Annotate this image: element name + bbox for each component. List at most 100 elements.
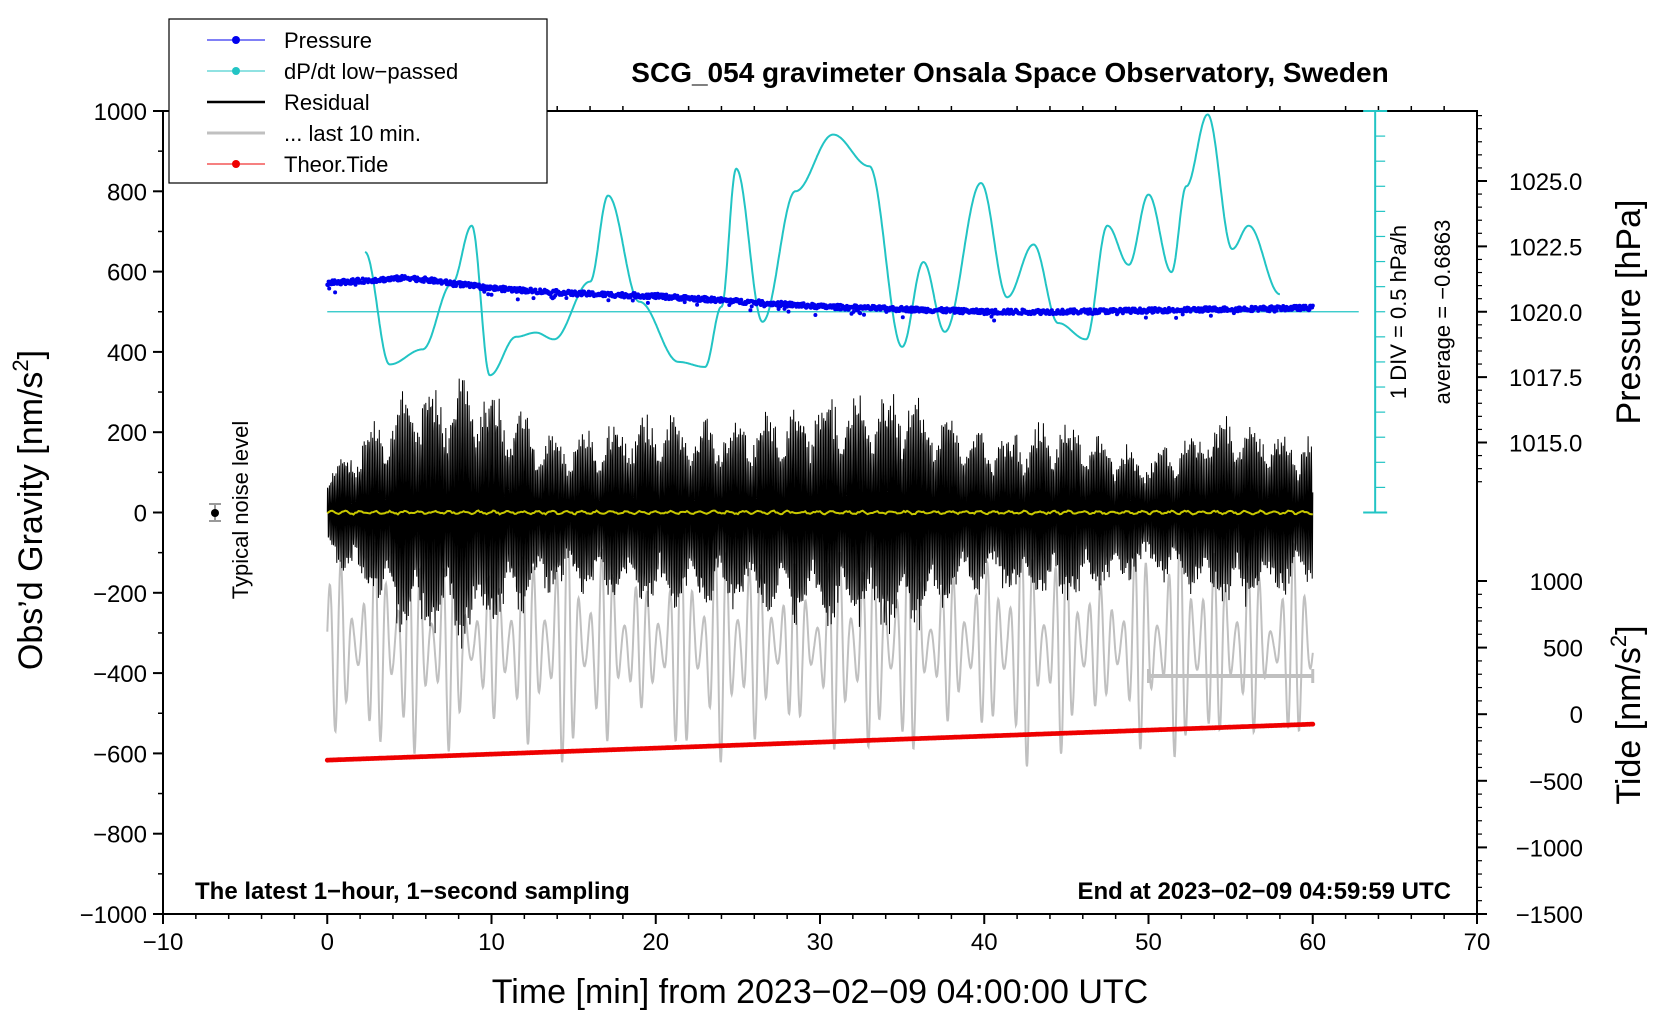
x-tick-label: 10	[478, 929, 505, 956]
div-label: 1 DIV = 0.5 hPa/h	[1386, 225, 1411, 399]
average-label: average = −0.6863	[1430, 220, 1455, 405]
tide-axis-label-end: ]	[1610, 625, 1648, 634]
legend-label-dpdt: dP/dt low−passed	[284, 59, 458, 84]
div-scale-bar	[1363, 110, 1388, 514]
pressure-point	[327, 286, 332, 291]
y-tick-label: 1000	[94, 99, 147, 126]
tide-tick-label: 0	[1570, 702, 1583, 729]
series-residual-filtered	[326, 509, 1313, 516]
pressure-point	[1310, 303, 1315, 308]
pressure-point	[992, 318, 997, 323]
pressure-point	[739, 297, 744, 302]
legend: Pressure dP/dt low−passed Residual ... l…	[168, 18, 548, 184]
pressure-point	[776, 300, 780, 305]
pressure-point	[489, 292, 494, 297]
legend-label-tide: Theor.Tide	[284, 152, 388, 177]
end-time-note: End at 2023−02−09 04:59:59 UTC	[1077, 878, 1451, 905]
pressure-axis-ticks: 1025.0 1022.5 1020.0 1017.5 1015.0	[1477, 115, 1582, 483]
pressure-point	[1174, 315, 1179, 320]
pressure-tick-label: 1017.5	[1509, 365, 1582, 392]
tide-tick-label: −1000	[1516, 835, 1583, 862]
legend-marker-pressure	[232, 36, 240, 44]
y-axis-label-left-main: Obs’d Gravity [nm/s	[12, 372, 50, 671]
pressure-point	[682, 300, 687, 305]
y-tick-label: 600	[107, 260, 147, 287]
chart-title: SCG_054 gravimeter Onsala Space Observat…	[631, 57, 1388, 88]
legend-label-last10: ... last 10 min.	[284, 121, 421, 146]
pressure-point	[553, 293, 558, 298]
pressure-tick-label: 1020.0	[1509, 300, 1582, 327]
pressure-point	[533, 287, 538, 292]
y-tick-label: 800	[107, 179, 147, 206]
x-axis-ticks: −10 0 10 20 30 40 50 60 70	[143, 106, 1490, 956]
tide-tick-label: −500	[1529, 769, 1583, 796]
x-axis-label: Time [min] from 2023−02−09 04:00:00 UTC	[492, 973, 1148, 1011]
x-tick-label: 60	[1299, 929, 1326, 956]
tide-point	[1310, 721, 1316, 727]
pressure-tick-label: 1015.0	[1509, 431, 1582, 458]
series-tide	[324, 721, 1316, 763]
x-tick-label: 40	[971, 929, 998, 956]
pressure-point	[858, 311, 863, 316]
y-tick-label: −200	[93, 581, 147, 608]
series-layer	[324, 113, 1359, 767]
pressure-point	[851, 309, 856, 314]
pressure-point	[749, 304, 754, 309]
legend-item-pressure: Pressure	[207, 28, 372, 53]
pressure-point	[1208, 313, 1213, 318]
pressure-point	[515, 297, 520, 302]
pressure-point	[1274, 308, 1279, 313]
pressure-tick-label: 1022.5	[1509, 234, 1582, 261]
y-tick-label: −400	[93, 661, 147, 688]
y-axis-label-left: Obs’d Gravity [nm/s2]	[8, 350, 50, 670]
noise-errorbar	[209, 503, 221, 522]
legend-item-last10: ... last 10 min.	[207, 121, 421, 146]
pressure-point	[531, 296, 536, 301]
legend-item-dpdt: dP/dt low−passed	[207, 59, 458, 84]
series-pressure	[325, 273, 1315, 323]
tide-axis-label-main: Tide [nm/s	[1610, 647, 1648, 804]
x-tick-label: 30	[807, 929, 834, 956]
tide-axis-ticks: 1000 500 0 −500 −1000 −1500	[1477, 569, 1583, 929]
legend-label-pressure: Pressure	[284, 28, 372, 53]
legend-marker-dpdt	[232, 67, 240, 75]
y-tick-label: 400	[107, 340, 147, 367]
pressure-point	[862, 312, 866, 317]
tide-axis-label-sup: 2	[1606, 635, 1631, 647]
pressure-axis-label: Pressure [hPa]	[1610, 200, 1648, 425]
sampling-note: The latest 1−hour, 1−second sampling	[195, 878, 630, 905]
y-tick-label: 200	[107, 420, 147, 447]
x-tick-label: 50	[1135, 929, 1162, 956]
legend-marker-tide	[232, 160, 240, 168]
pressure-point	[482, 289, 487, 294]
y-tick-label: −600	[93, 741, 147, 768]
legend-label-residual: Residual	[284, 90, 370, 115]
y-axis-label-left-end: ]	[12, 350, 50, 359]
legend-item-tide: Theor.Tide	[207, 152, 388, 177]
legend-item-residual: Residual	[207, 90, 370, 115]
y-tick-label: −1000	[80, 902, 147, 929]
pressure-point	[606, 298, 611, 303]
pressure-point	[509, 285, 514, 290]
noise-level-label: Typical noise level	[228, 421, 253, 600]
y-axis-label-left-sup: 2	[8, 359, 33, 371]
pressure-point	[564, 296, 569, 300]
pressure-point	[353, 282, 358, 287]
pressure-point	[695, 302, 700, 307]
pressure-point	[645, 300, 650, 305]
pressure-point	[1180, 312, 1185, 317]
tide-tick-label: −1500	[1516, 902, 1583, 929]
y-axis-ticks: 1000 800 600 400 200 0 −200 −400 −600 −800 −1000	[80, 99, 163, 929]
pressure-point	[813, 313, 818, 317]
pressure-point	[333, 290, 338, 295]
pressure-point	[630, 298, 635, 303]
pressure-point	[782, 306, 787, 311]
pressure-point	[1143, 315, 1148, 320]
tide-tick-label: 1000	[1530, 569, 1583, 596]
y-tick-label: −800	[93, 822, 147, 849]
x-tick-label: 20	[642, 929, 669, 956]
pressure-point	[786, 309, 791, 314]
series-residual-line	[326, 378, 1314, 649]
x-tick-label: −10	[143, 929, 184, 956]
